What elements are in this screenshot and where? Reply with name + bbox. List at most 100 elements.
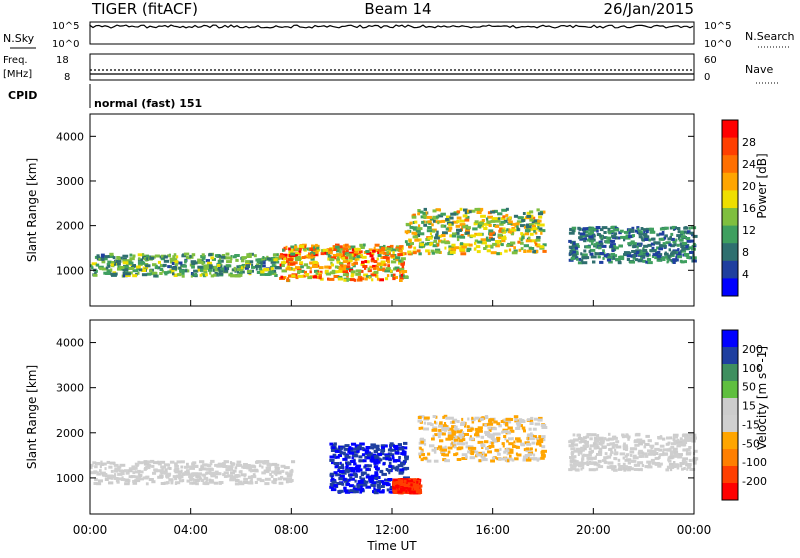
power-cell: [246, 255, 252, 258]
power-cell: [175, 258, 178, 262]
velocity-cell: [458, 433, 465, 437]
velocity-cell: [580, 439, 586, 443]
velocity-cell: [373, 450, 379, 453]
power-cell: [495, 244, 500, 248]
power-cell: [346, 265, 351, 269]
velocity-cell: [658, 448, 663, 452]
velocity-cell: [454, 425, 458, 429]
freq-panel: Freq. [MHz] 18 8 60 0 Nave: [3, 53, 780, 84]
power-cell: [583, 256, 590, 260]
power-cell: [670, 251, 677, 255]
velocity-cell: [569, 463, 573, 467]
velocity-cell: [402, 476, 406, 480]
velocity-cell: [504, 437, 507, 441]
velocity-cell: [625, 447, 629, 451]
velocity-cell: [346, 481, 349, 484]
velocity-cell: [390, 448, 396, 452]
power-cell: [573, 241, 576, 245]
power-cell: [350, 274, 354, 278]
velocity-cell: [650, 458, 655, 462]
velocity-cell: [468, 437, 475, 441]
velocity-cell: [441, 448, 447, 452]
velocity-cell: [379, 480, 385, 484]
power-cell: [619, 257, 625, 261]
power-cell: [578, 236, 583, 240]
power-cell: [506, 244, 510, 248]
power-cell: [253, 254, 257, 258]
velocity-cell: [676, 444, 681, 448]
velocity-cell: [443, 426, 450, 430]
noise-trace: [89, 24, 694, 29]
freq-left-label: Freq.: [3, 55, 28, 66]
velocity-cell: [352, 487, 358, 491]
power-cell: [592, 234, 596, 238]
power-cell: [379, 251, 384, 255]
power-cell: [667, 255, 671, 259]
power-cell: [414, 238, 420, 242]
velocity-cell: [402, 462, 405, 466]
power-cell: [247, 265, 250, 269]
power-cell: [417, 209, 421, 212]
velocity-cell: [117, 477, 122, 481]
velocity-cell: [639, 455, 642, 458]
power-cell: [203, 260, 206, 264]
power-cell: [620, 235, 627, 239]
velocity-cell: [615, 445, 622, 449]
power-cell: [202, 274, 207, 278]
velocity-cell: [365, 467, 370, 471]
velocity-cell: [210, 479, 214, 483]
velocity-cell: [614, 448, 617, 452]
power-cell: [363, 273, 369, 277]
power-cell: [471, 209, 476, 213]
velocity-cell: [232, 469, 237, 473]
power-cell: [413, 227, 418, 231]
velocity-cell: [332, 453, 337, 457]
colorbar-tick-label: 20: [742, 180, 756, 193]
power-cell: [656, 258, 662, 262]
power-cell: [411, 231, 417, 235]
power-cell: [364, 277, 368, 281]
velocity-cell: [186, 462, 189, 466]
velocity-cell: [633, 468, 639, 471]
power-cell: [399, 279, 403, 282]
power-cell: [251, 265, 256, 269]
velocity-cell: [457, 436, 462, 440]
power-cell: [441, 224, 444, 228]
velocity-cell: [456, 458, 462, 461]
power-cell: [280, 275, 284, 279]
power-cell: [460, 234, 464, 237]
power-cell: [418, 252, 422, 256]
velocity-cell: [114, 467, 118, 471]
power-cell: [316, 275, 320, 279]
power-cell: [348, 247, 352, 251]
noise-left-tick-bottom: 10^0: [52, 39, 79, 50]
velocity-cell: [676, 440, 683, 444]
power-cell: [489, 233, 493, 237]
velocity-cell: [159, 470, 166, 474]
velocity-cell: [390, 486, 394, 489]
velocity-cell: [364, 450, 369, 454]
velocity-cell: [444, 459, 450, 463]
velocity-cell: [395, 479, 398, 483]
power-cell: [456, 210, 461, 214]
power-cell: [582, 253, 588, 257]
velocity-cell: [223, 471, 229, 475]
power-cell: [662, 258, 666, 261]
velocity-cell: [524, 454, 530, 457]
power-cell: [528, 236, 531, 240]
velocity-cell: [409, 485, 413, 489]
power-cell: [474, 247, 477, 251]
velocity-cell: [538, 457, 541, 461]
velocity-cell: [666, 436, 671, 440]
power-cell: [346, 261, 351, 265]
power-cell: [487, 211, 492, 215]
velocity-cell: [637, 461, 644, 465]
velocity-cell: [351, 456, 354, 460]
power-cell: [475, 245, 481, 249]
power-cell: [384, 277, 389, 281]
power-cell: [571, 229, 575, 233]
power-cell: [288, 250, 294, 254]
velocity-cell: [638, 440, 642, 444]
velocity-cell: [403, 484, 410, 487]
velocity-cell: [382, 462, 386, 466]
